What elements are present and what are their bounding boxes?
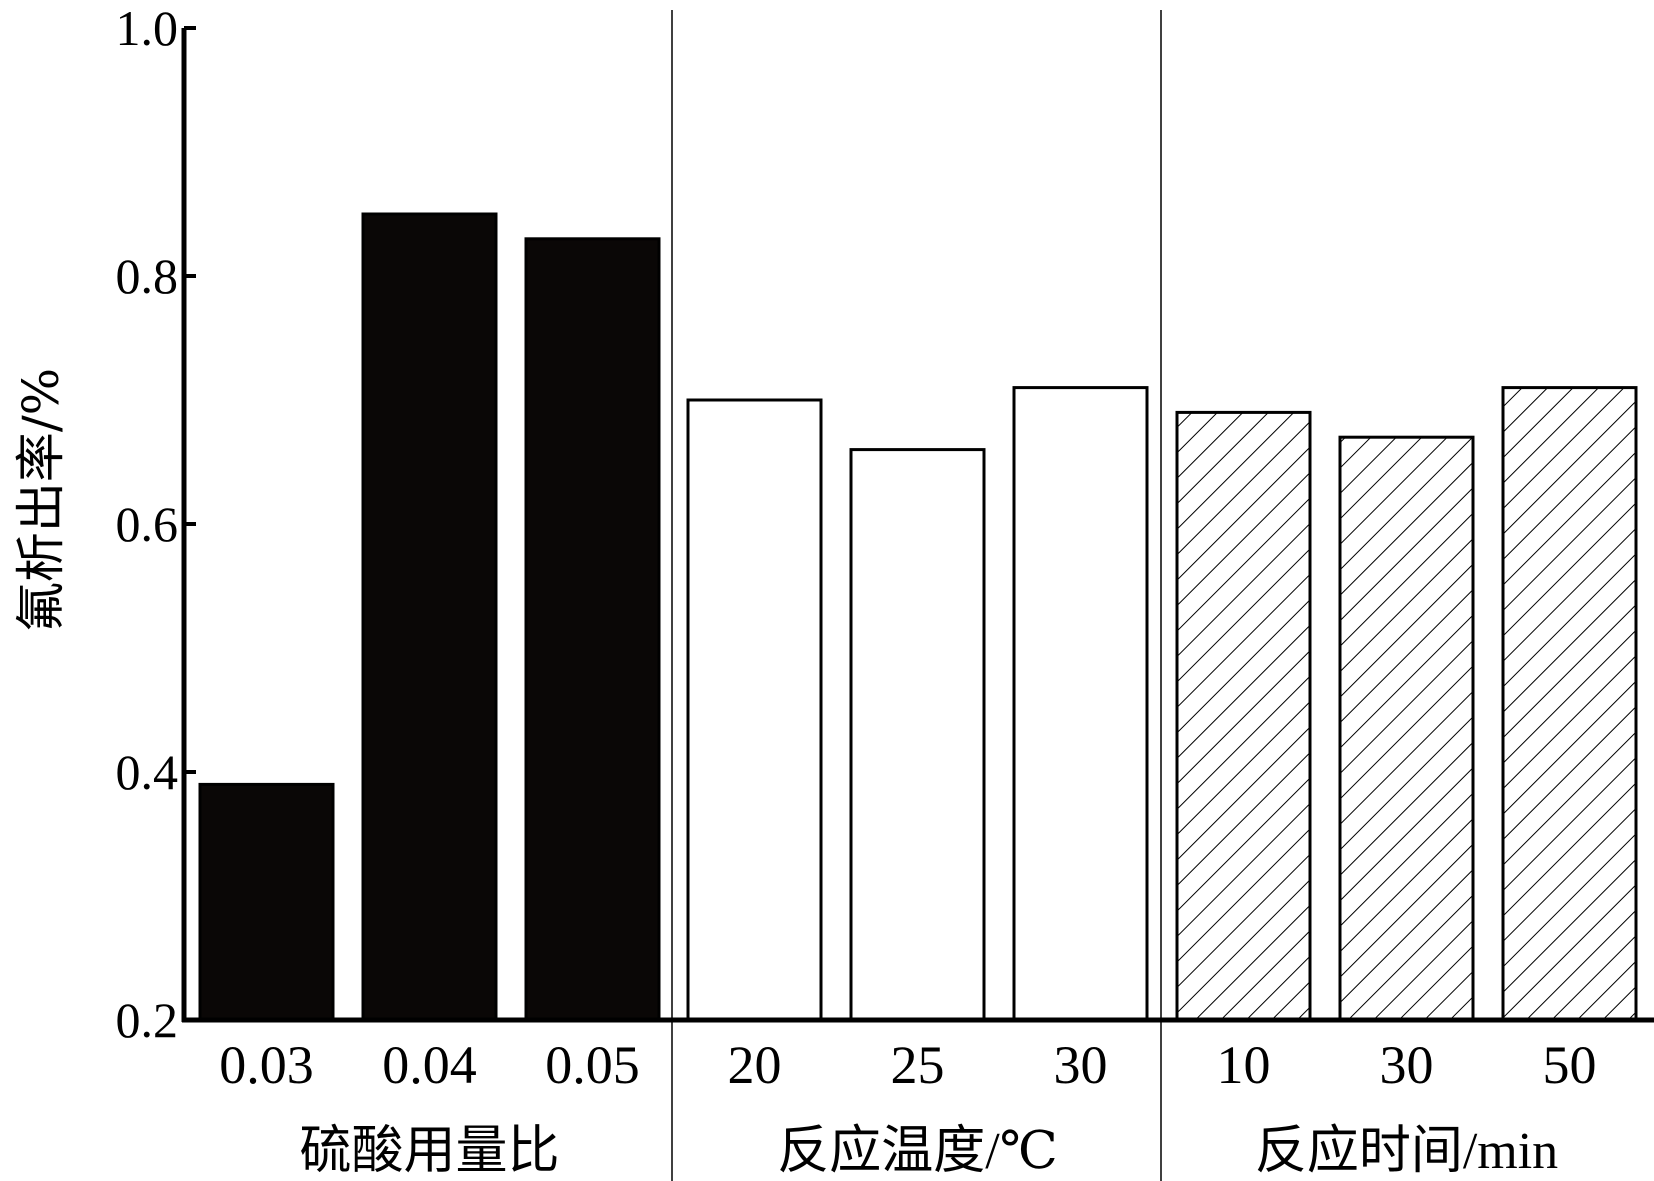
bar-1-1 — [849, 448, 986, 1022]
axes-layer — [181, 10, 1654, 1181]
bar-2-2 — [1501, 386, 1638, 1022]
bar-2-1 — [1338, 435, 1475, 1022]
bar-2-0 — [1175, 410, 1312, 1022]
x-tick-label: 0.05 — [545, 1035, 640, 1095]
labels-layer: 0.03 0.04 0.05 硫酸用量比 20 25 30 反应温度/℃ 10 30 50 反应时间/… — [116, 0, 1597, 1180]
x-tick-label: 30 — [1380, 1035, 1434, 1095]
y-tick-label: 0.6 — [116, 496, 179, 552]
x-tick-label: 20 — [728, 1035, 782, 1095]
bar-1-0 — [686, 398, 823, 1022]
y-axis-label: 氟析出率/% — [12, 368, 70, 632]
x-tick-label: 50 — [1543, 1035, 1597, 1095]
x-tick-label: 0.04 — [382, 1035, 477, 1095]
y-tick-label: 0.8 — [116, 248, 179, 304]
x-tick-label: 25 — [891, 1035, 945, 1095]
bar-1-2 — [1012, 386, 1149, 1022]
x-tick-label: 10 — [1217, 1035, 1271, 1095]
y-tick-label: 1.0 — [116, 0, 179, 56]
y-tick-label: 0.4 — [116, 744, 179, 800]
bar-0-2 — [524, 237, 661, 1022]
x-tick-label: 0.03 — [219, 1035, 314, 1095]
group-label: 硫酸用量比 — [299, 1123, 559, 1180]
bar-0-0 — [198, 782, 335, 1022]
y-tick-label: 0.2 — [116, 992, 179, 1048]
x-tick-label: 30 — [1054, 1035, 1108, 1095]
group-label: 反应时间/min — [1255, 1123, 1558, 1180]
group-label: 反应温度/℃ — [777, 1123, 1058, 1180]
bar-0-1 — [361, 212, 498, 1022]
bars-layer — [198, 212, 1638, 1022]
